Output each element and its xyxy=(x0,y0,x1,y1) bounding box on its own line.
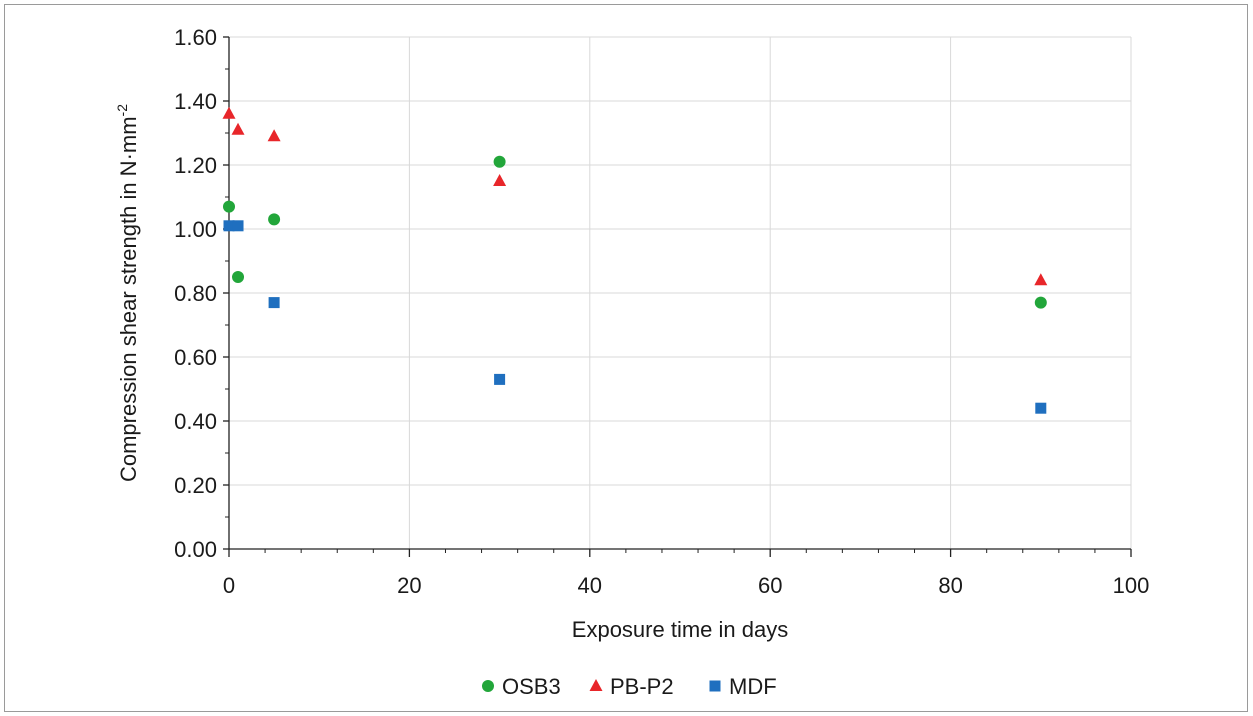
mdf-point xyxy=(223,220,235,232)
y-tick-label: 0.20 xyxy=(174,473,217,498)
legend-label: MDF xyxy=(729,674,777,699)
y-tick-labels: 0.00 0.20 0.40 0.60 0.80 1.00 1.20 1.40 1.60 xyxy=(174,25,217,562)
y-axis-title: Compression shear strength in N·mm-2 xyxy=(114,104,141,482)
axes xyxy=(223,36,1132,557)
y-tick-label: 1.40 xyxy=(174,89,217,114)
legend-item-mdf: MDF xyxy=(709,674,777,699)
legend-triangle-marker xyxy=(589,679,603,691)
y-tick-label: 0.60 xyxy=(174,345,217,370)
x-tick-label: 100 xyxy=(1113,573,1150,598)
legend-label: OSB3 xyxy=(502,674,561,699)
data-points xyxy=(222,106,1048,414)
x-tick-label: 0 xyxy=(223,573,235,598)
y-axis-title-main: Compression shear strength in N·mm xyxy=(116,116,141,482)
legend-label: PB-P2 xyxy=(610,674,674,699)
x-tick-label: 80 xyxy=(938,573,962,598)
y-tick-label: 0.80 xyxy=(174,281,217,306)
series-osb3 xyxy=(223,155,1047,309)
pb-p2-point xyxy=(222,106,236,119)
y-tick-label: 0.00 xyxy=(174,537,217,562)
osb3-point xyxy=(232,271,245,283)
y-axis-title-superscript: -2 xyxy=(114,104,130,117)
mdf-point xyxy=(1035,402,1047,414)
y-tick-label: 1.00 xyxy=(174,217,217,242)
mdf-point xyxy=(232,220,244,232)
pb-p2-point xyxy=(267,129,281,142)
y-tick-label: 1.20 xyxy=(174,153,217,178)
x-tick-label: 40 xyxy=(578,573,602,598)
x-tick-label: 20 xyxy=(397,573,421,598)
osb3-point xyxy=(223,200,235,213)
chart-frame xyxy=(4,4,1248,712)
osb3-point xyxy=(268,213,281,226)
osb3-point xyxy=(1034,296,1047,309)
mdf-point xyxy=(268,297,280,309)
legend: OSB3 PB-P2 MDF xyxy=(482,674,777,699)
legend-item-osb3: OSB3 xyxy=(482,674,561,699)
pb-p2-point xyxy=(1034,273,1048,286)
legend-square-marker xyxy=(709,680,721,692)
y-tick-label: 0.40 xyxy=(174,409,217,434)
y-tick-label: 1.60 xyxy=(174,25,217,50)
legend-circle-marker xyxy=(482,680,494,692)
x-tick-labels: 0 20 40 60 80 100 xyxy=(223,573,1149,598)
legend-item-pb-p2: PB-P2 xyxy=(589,674,674,699)
osb3-point xyxy=(493,155,506,168)
gridlines xyxy=(229,36,1132,549)
x-tick-label: 60 xyxy=(758,573,782,598)
series-pb-p2 xyxy=(222,106,1048,286)
mdf-point xyxy=(494,373,506,385)
series-mdf xyxy=(223,220,1047,414)
x-axis-title: Exposure time in days xyxy=(572,617,788,642)
pb-p2-point xyxy=(493,174,507,186)
pb-p2-point xyxy=(231,122,245,135)
